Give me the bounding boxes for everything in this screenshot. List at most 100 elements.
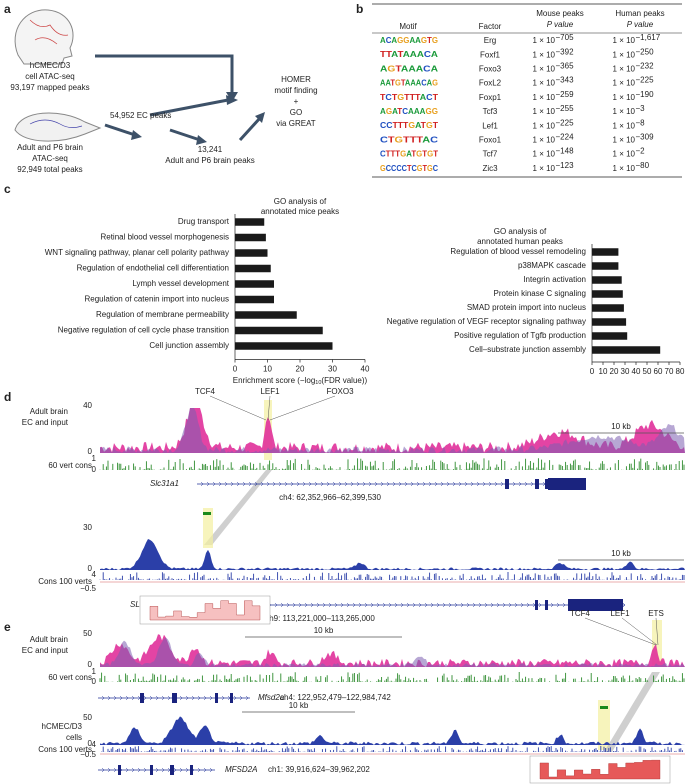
inset-profile <box>539 759 661 780</box>
p-value: 1 × 10 <box>613 164 636 173</box>
exon <box>545 600 548 610</box>
bar <box>592 276 622 284</box>
gene-name: MFSD2A <box>225 765 257 774</box>
p-value-exponent: −224 <box>556 133 575 142</box>
y-tick-label: Cell junction assembly <box>149 341 229 350</box>
x-axis-label: Enrichment score (−log10(FDR value)) <box>233 376 368 386</box>
p-value: 1 × 10 <box>533 150 556 159</box>
bar <box>235 342 333 350</box>
motif-pointer <box>209 395 336 421</box>
p-value-exponent: −343 <box>556 76 575 85</box>
bar <box>592 248 619 256</box>
peak-marker <box>600 706 608 709</box>
track <box>100 716 685 745</box>
chart-title: annotated mice peaks <box>261 207 339 216</box>
track-label: 50 <box>83 629 92 638</box>
x-tick-label: 0 <box>590 367 595 376</box>
link <box>204 470 272 545</box>
bar <box>592 304 624 312</box>
y-tick-label: Integrin activation <box>523 275 586 284</box>
coordinates: ch9: 113,221,000–113,265,000 <box>265 614 375 623</box>
motif-label: TCF4 <box>195 387 216 396</box>
p-value-exponent: −3 <box>636 104 646 113</box>
bar <box>235 218 265 226</box>
track-label: 0 <box>88 739 93 748</box>
track-label: 0 <box>92 465 97 474</box>
track-label: 50 <box>83 713 92 722</box>
motif-logo: CCTTTGATGT <box>380 121 438 130</box>
p-value: 1 × 10 <box>533 107 556 116</box>
track-label: Cons 100 verts <box>38 745 92 754</box>
label: via GREAT <box>276 119 316 128</box>
exon <box>535 479 539 489</box>
x-tick-label: 10 <box>599 367 608 376</box>
column-header: Human peaks <box>615 9 664 18</box>
conservation <box>99 458 685 470</box>
p-value-exponent: −190 <box>636 90 655 99</box>
chart-title: GO analysis of <box>274 197 327 206</box>
track-label: cells <box>66 733 82 742</box>
track-label: 1 <box>92 667 97 676</box>
track-label: Adult brain <box>30 635 68 644</box>
p-value: 1 × 10 <box>613 93 636 102</box>
y-tick-label: Protein kinase C signaling <box>494 289 587 298</box>
p-value: 1 × 10 <box>533 93 556 102</box>
x-axis-label-part: (FDR value)) <box>321 376 367 385</box>
y-tick-label: Regulation of membrane permeability <box>96 310 229 319</box>
chart-title: annotated human peaks <box>477 237 563 246</box>
x-tick-label: 30 <box>328 365 337 374</box>
column-header: Mouse peaks <box>536 9 584 18</box>
p-value-exponent: −705 <box>556 33 575 42</box>
p-value: 1 × 10 <box>533 79 556 88</box>
conservation <box>99 572 685 580</box>
p-value: 1 × 10 <box>613 136 636 145</box>
scale-label: 10 kb <box>289 701 309 710</box>
x-tick-label: 50 <box>643 367 652 376</box>
bar <box>235 280 274 288</box>
motif-label: ETS <box>648 609 664 618</box>
x-axis-label-part: 10 <box>315 380 321 386</box>
p-value-exponent: −309 <box>636 133 655 142</box>
p-value: 1 × 10 <box>613 107 636 116</box>
x-tick-label: 30 <box>621 367 630 376</box>
label: Adult and P6 brain <box>17 143 83 152</box>
label: 13,241 <box>198 145 223 154</box>
highlight <box>598 700 610 750</box>
track-label: 0 <box>88 447 93 456</box>
p-value: 1 × 10 <box>533 50 556 59</box>
conservation <box>99 746 685 752</box>
p-value: 1 × 10 <box>533 65 556 74</box>
exon <box>548 478 586 490</box>
p-value: 1 × 10 <box>533 164 556 173</box>
factor: Zic3 <box>482 164 498 173</box>
exon <box>505 479 509 489</box>
p-value: 1 × 10 <box>613 36 636 45</box>
column-header: Factor <box>479 22 502 31</box>
motif-label: FOXO3 <box>326 387 354 396</box>
p-value-exponent: −392 <box>556 47 575 56</box>
y-tick-label: Negative regulation of cell cycle phase … <box>58 326 229 335</box>
label: ATAC-seq <box>32 154 68 163</box>
coordinates: ch4: 62,352,966–62,399,530 <box>279 493 381 502</box>
track <box>100 634 685 667</box>
exon <box>215 693 218 703</box>
p-value-exponent: −8 <box>636 118 646 127</box>
motif-logo: CTTTGATGTGT <box>380 150 438 159</box>
bar <box>235 233 266 242</box>
p-value: 1 × 10 <box>533 121 556 130</box>
track <box>100 408 685 453</box>
y-tick-label: Drug transport <box>178 217 230 226</box>
label: 92,949 total peaks <box>17 165 82 174</box>
p-value-exponent: −232 <box>636 62 655 71</box>
y-tick-label: Regulation of blood vessel remodeling <box>450 247 586 256</box>
scale-label: 10 kb <box>611 422 631 431</box>
x-tick-label: 20 <box>296 365 305 374</box>
track-label: hCMEC/D3 <box>42 722 83 731</box>
track-label: 30 <box>83 523 92 532</box>
coordinates: ch1: 39,916,624–39,962,202 <box>268 765 370 774</box>
bar <box>235 311 297 319</box>
track <box>100 539 685 570</box>
track-label: 0 <box>88 564 93 573</box>
x-tick-label: 20 <box>610 367 619 376</box>
